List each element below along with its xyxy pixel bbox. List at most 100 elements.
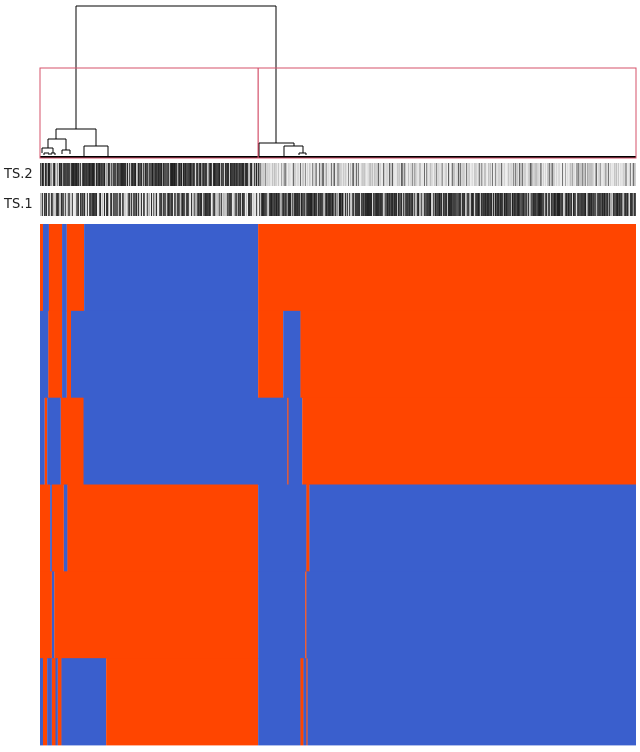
track-cell [96, 193, 97, 216]
heatmap-cell [305, 571, 307, 659]
track-cell [499, 163, 500, 186]
track-cell [212, 163, 213, 186]
track-cell [251, 193, 252, 216]
track-cell [435, 163, 436, 186]
track-cell [252, 163, 253, 186]
track-cell [199, 193, 200, 216]
track-cell [446, 193, 447, 216]
track-cell [486, 163, 487, 186]
track-cell [468, 193, 469, 216]
track-cell [284, 163, 285, 186]
track-cell [181, 193, 182, 216]
track-cell [87, 163, 88, 186]
track-cell [330, 193, 331, 216]
track-cell [447, 163, 448, 186]
track-cell [150, 193, 151, 216]
track-cell [552, 163, 553, 186]
track-cell [296, 193, 297, 216]
track-cell [345, 193, 346, 216]
track-cell [195, 163, 196, 186]
track-cell [482, 193, 483, 216]
track-cell [279, 163, 280, 186]
track-cell [221, 163, 222, 186]
track-cell [355, 193, 356, 216]
track-cell [54, 163, 55, 186]
track-cell [348, 193, 349, 216]
track-cell [588, 193, 589, 216]
track-cell [544, 193, 545, 216]
track-cell [285, 193, 286, 216]
track-cell [515, 193, 516, 216]
track-cell [511, 193, 512, 216]
track-cell [151, 163, 152, 186]
track-cell [312, 163, 313, 186]
track-cell [631, 163, 632, 186]
track-cell [471, 163, 472, 186]
track-cell [186, 163, 187, 186]
track-cell [532, 163, 533, 186]
track-cell [374, 193, 375, 216]
track-cell [617, 193, 618, 216]
track-cell [513, 193, 514, 216]
track-cell [378, 193, 379, 216]
track-cell [566, 193, 567, 216]
track-cell [475, 193, 476, 216]
track-cell [570, 193, 571, 216]
track-cell [384, 163, 385, 186]
track-cell [627, 193, 628, 216]
track-cell [218, 193, 219, 216]
track-cell [505, 193, 506, 216]
track-cell [363, 193, 364, 216]
track-cell [450, 163, 451, 186]
track-cell [202, 163, 203, 186]
track-cell [562, 163, 563, 186]
track-cell [554, 163, 555, 186]
track-cell [357, 163, 358, 186]
track-cell [595, 163, 596, 186]
track-cell [575, 193, 576, 216]
track-cell [51, 193, 52, 216]
track-cell [508, 193, 509, 216]
track-cell [322, 193, 323, 216]
track-cell [194, 193, 195, 216]
track-cell [500, 193, 501, 216]
track-cell [41, 163, 42, 186]
track-cell [490, 163, 491, 186]
track-cell [139, 163, 140, 186]
track-cell [366, 163, 367, 186]
track-cell [518, 193, 519, 216]
track-cell [403, 193, 404, 216]
track-cell [64, 193, 65, 216]
track-cell [542, 193, 543, 216]
track-cell [454, 193, 455, 216]
track-cell [246, 193, 247, 216]
track-cell [593, 163, 594, 186]
track-cell [219, 163, 220, 186]
track-cell [550, 193, 551, 216]
track-cell [470, 163, 471, 186]
track-cell [428, 193, 429, 216]
heatmap-cell [106, 658, 259, 746]
track-cell [342, 163, 343, 186]
track-cell [333, 163, 334, 186]
track-cell [280, 193, 281, 216]
track-cell [521, 193, 522, 216]
track-cell [177, 163, 178, 186]
track-cell [592, 193, 593, 216]
heatmap-cell [54, 571, 259, 659]
track-cell [72, 193, 73, 216]
track-cell [492, 163, 493, 186]
track-cell [440, 193, 441, 216]
track-cell [276, 163, 277, 186]
track-cell [41, 193, 42, 216]
track-cell [40, 163, 41, 186]
cluster-boxes [39, 67, 637, 159]
track-cell [176, 193, 177, 216]
track-cell [551, 193, 552, 216]
track-cell [281, 163, 282, 186]
track-cell [566, 163, 567, 186]
track-cell [377, 163, 378, 186]
track-cell [615, 163, 616, 186]
track-cell [521, 163, 522, 186]
track-cell [287, 193, 288, 216]
